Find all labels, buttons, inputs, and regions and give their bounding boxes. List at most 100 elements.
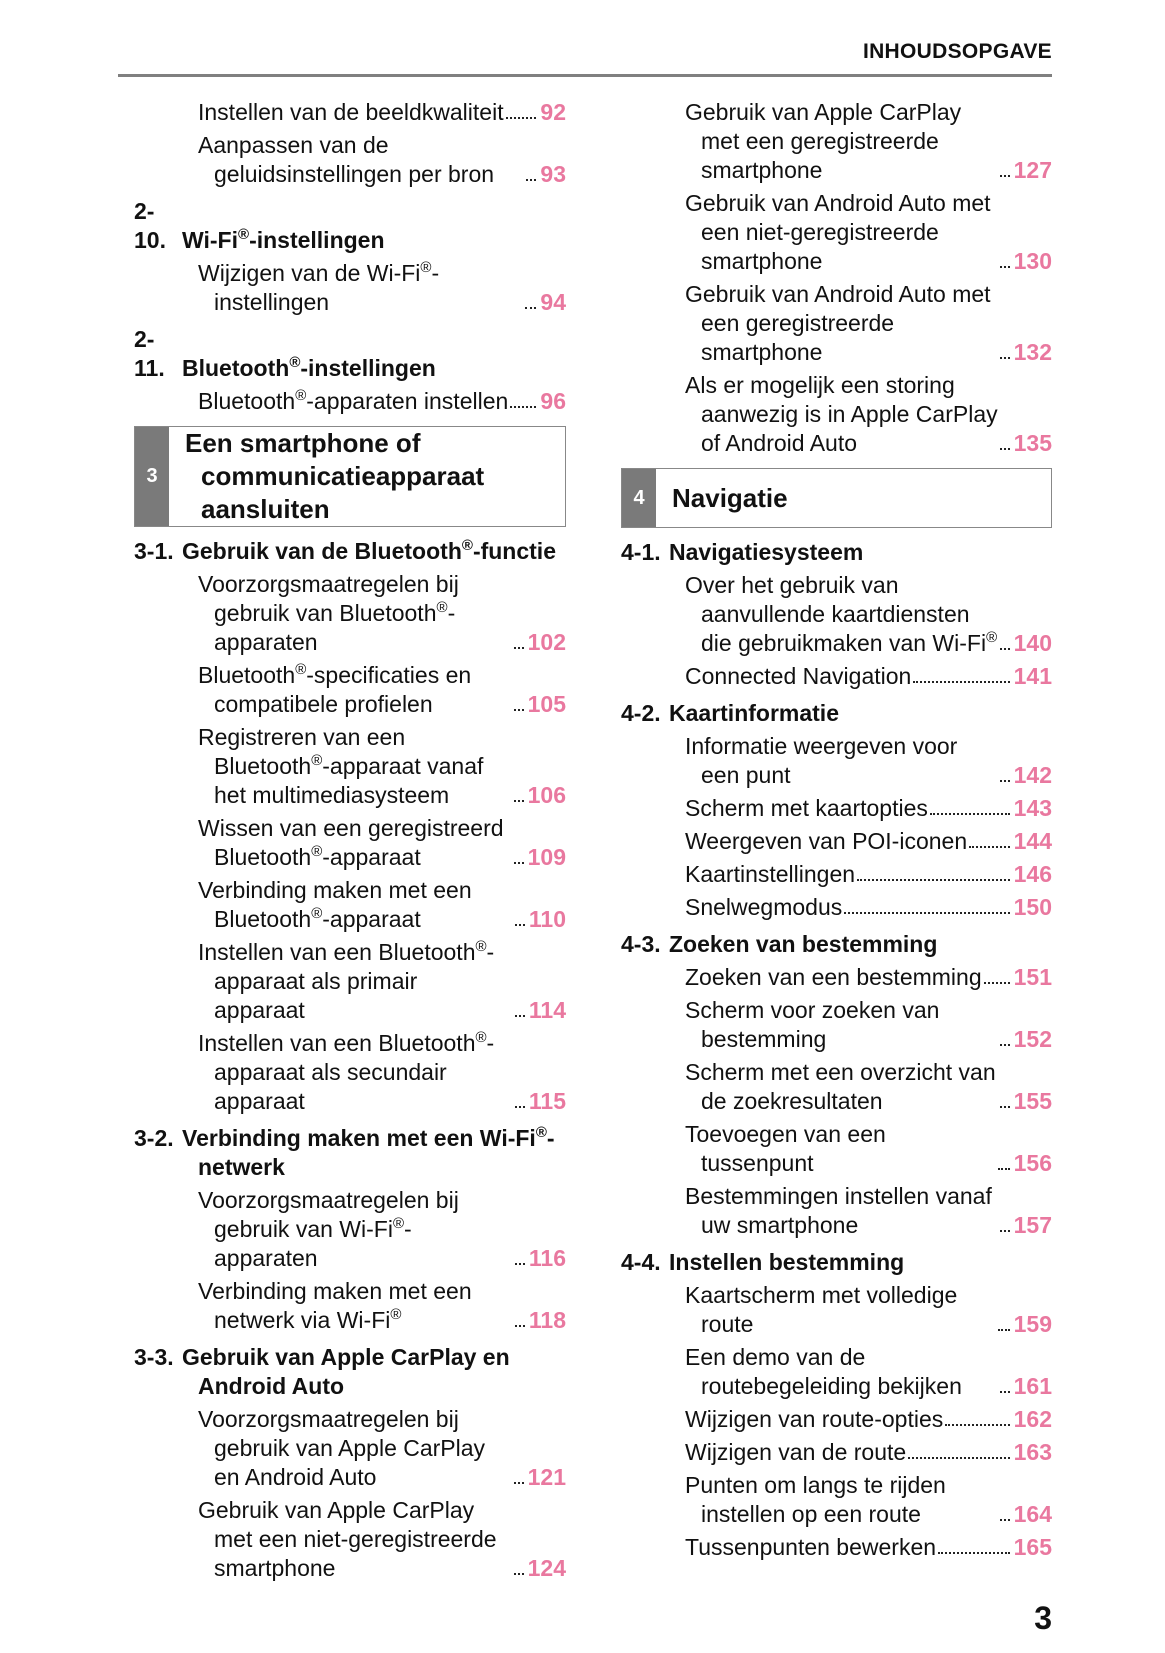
dot-leader bbox=[510, 406, 537, 408]
entry-text: Informatie weergeven voor een punt bbox=[685, 733, 958, 788]
entry-text: Kaartinstellingen bbox=[685, 861, 856, 887]
subsection-title: Verbinding maken met een Wi-Fi®-netwerk bbox=[182, 1124, 555, 1180]
dot-leader bbox=[844, 912, 1010, 914]
section-box: 3 Een smartphone of communicatieapparaat … bbox=[134, 426, 566, 527]
dot-leader bbox=[857, 879, 1010, 881]
toc-entry: Voorzorgsmaatregelen bij gebruik van Blu… bbox=[134, 570, 566, 657]
entry-page: 102 bbox=[527, 629, 566, 655]
entry-page: 155 bbox=[1013, 1088, 1052, 1114]
entry-text: Gebruik van Apple CarPlay met een geregi… bbox=[685, 99, 962, 183]
subsection-number: 2-10. bbox=[134, 198, 166, 253]
entry-page: 105 bbox=[527, 691, 566, 717]
entry-page: 121 bbox=[527, 1464, 566, 1490]
toc-entry: Instellen van de beeldkwaliteit 92 bbox=[134, 98, 566, 127]
toc-entry: Een demo van de routebegeleiding bekijke… bbox=[621, 1343, 1052, 1401]
entry-page: 164 bbox=[1013, 1501, 1052, 1527]
entry-page: 135 bbox=[1013, 430, 1052, 456]
dot-leader bbox=[945, 1424, 1010, 1426]
dot-leader bbox=[999, 175, 1010, 177]
toc-entry: Aanpassen van de geluidsinstellingen per… bbox=[134, 131, 566, 189]
entry-page: 142 bbox=[1013, 762, 1052, 788]
entry-text: Wijzigen van de Wi-Fi®-instellingen bbox=[198, 259, 440, 315]
entry-page: 127 bbox=[1013, 157, 1052, 183]
dot-leader bbox=[938, 1552, 1010, 1554]
toc-entry: Kaartinstellingen 146 bbox=[621, 860, 1052, 889]
entry-text: Gebruik van Apple CarPlay met een niet-g… bbox=[198, 1497, 497, 1581]
subsection-title: Instellen bestemming bbox=[669, 1249, 905, 1275]
entry-text: Verbinding maken met een netwerk via Wi-… bbox=[198, 1278, 472, 1333]
toc-entry: Scherm voor zoeken van bestemming 152 bbox=[621, 996, 1052, 1054]
subsection-number: 4-2. bbox=[621, 700, 661, 726]
toc-entry: Verbinding maken met een netwerk via Wi-… bbox=[134, 1277, 566, 1335]
subsection-title: Navigatiesysteem bbox=[669, 539, 864, 565]
toc-entry: Weergeven van POI-iconen 144 bbox=[621, 827, 1052, 856]
toc-entry: Instellen van een Bluetooth®-apparaat al… bbox=[134, 1029, 566, 1116]
entry-text: Voorzorgsmaatregelen bij gebruik van Wi-… bbox=[198, 1187, 459, 1271]
entry-page: 124 bbox=[527, 1555, 566, 1581]
entry-page: 118 bbox=[528, 1307, 566, 1333]
dot-leader bbox=[513, 647, 524, 649]
entry-text: Connected Navigation bbox=[685, 663, 912, 689]
dot-leader bbox=[513, 800, 524, 802]
subsection-title: Zoeken van bestemming bbox=[669, 931, 938, 957]
entry-page: 116 bbox=[528, 1245, 566, 1271]
toc-entry: Bestemmingen instellen vanaf uw smartpho… bbox=[621, 1182, 1052, 1240]
dot-leader bbox=[913, 681, 1010, 683]
subsection-heading: 4-2. Kaartinformatie bbox=[621, 699, 1052, 728]
toc-entry: Scherm met een overzicht van de zoekresu… bbox=[621, 1058, 1052, 1116]
page-number: 3 bbox=[1034, 1600, 1052, 1636]
toc-entry: Scherm met kaartopties 143 bbox=[621, 794, 1052, 823]
entry-text: Scherm voor zoeken van bestemming bbox=[685, 997, 940, 1052]
entry-page: 143 bbox=[1013, 795, 1052, 821]
toc-entry: Als er mogelijk een storing aanwezig is … bbox=[621, 371, 1052, 458]
entry-text: Een demo van de routebegeleiding bekijke… bbox=[685, 1344, 962, 1399]
section-box: 4 Navigatie bbox=[621, 468, 1052, 528]
subsection-title: Gebruik van de Bluetooth®-functie bbox=[182, 537, 556, 564]
entry-text: Instellen van de beeldkwaliteit bbox=[198, 99, 504, 125]
entry-page: 146 bbox=[1013, 861, 1052, 887]
subsection-number: 4-3. bbox=[621, 931, 661, 957]
entry-text: Registreren van een Bluetooth®-apparaat … bbox=[198, 724, 484, 808]
entry-text: Bluetooth®-apparaten instellen bbox=[198, 387, 509, 414]
entry-page: 152 bbox=[1013, 1026, 1052, 1052]
entry-text: Gebruik van Android Auto met een geregis… bbox=[685, 281, 991, 365]
dot-leader bbox=[526, 179, 537, 181]
subsection-number: 2-11. bbox=[134, 326, 165, 381]
toc-entry: Gebruik van Android Auto met een niet-ge… bbox=[621, 189, 1052, 276]
entry-page: 110 bbox=[528, 906, 566, 932]
entry-page: 132 bbox=[1013, 339, 1052, 365]
toc-entry: Over het gebruik van aanvullende kaartdi… bbox=[621, 571, 1052, 658]
entry-text: Wissen van een geregistreerd Bluetooth®-… bbox=[198, 815, 504, 870]
subsection-heading: 4-3. Zoeken van bestemming bbox=[621, 930, 1052, 959]
dot-leader bbox=[997, 1168, 1010, 1170]
subsection-number: 3-3. bbox=[134, 1344, 174, 1370]
subsection-number: 3-2. bbox=[134, 1125, 174, 1151]
toc-entry: Gebruik van Android Auto met een geregis… bbox=[621, 280, 1052, 367]
entry-page: 114 bbox=[528, 997, 566, 1023]
toc-entry: Gebruik van Apple CarPlay met een geregi… bbox=[621, 98, 1052, 185]
toc-entry: Toevoegen van een tussenpunt 156 bbox=[621, 1120, 1052, 1178]
toc-entry: Connected Navigation 141 bbox=[621, 662, 1052, 691]
entry-page: 130 bbox=[1013, 248, 1052, 274]
entry-page: 109 bbox=[527, 844, 566, 870]
entry-text: Over het gebruik van aanvullende kaartdi… bbox=[685, 572, 998, 656]
dot-leader bbox=[514, 1015, 525, 1017]
entry-text: Wijzigen van de route bbox=[685, 1439, 907, 1465]
header-rule bbox=[118, 74, 1052, 77]
dot-leader bbox=[514, 924, 525, 926]
dot-leader bbox=[999, 1391, 1010, 1393]
subsection-heading: 4-4. Instellen bestemming bbox=[621, 1248, 1052, 1277]
dot-leader bbox=[999, 357, 1010, 359]
toc-entry: Wijzigen van de Wi-Fi®-instellingen 94 bbox=[134, 259, 566, 317]
toc-entry: Wissen van een geregistreerd Bluetooth®-… bbox=[134, 814, 566, 872]
subsection-number: 4-1. bbox=[621, 539, 661, 565]
dot-leader bbox=[998, 1329, 1010, 1331]
dot-leader bbox=[513, 1573, 524, 1575]
toc-entry: Tussenpunten bewerken 165 bbox=[621, 1533, 1052, 1562]
entry-text: Kaartscherm met volledige route bbox=[685, 1282, 958, 1337]
subsection-title: Wi-Fi®-instellingen bbox=[182, 226, 385, 253]
entry-text: Zoeken van een bestemming bbox=[685, 964, 982, 990]
toc-entry: Informatie weergeven voor een punt 142 bbox=[621, 732, 1052, 790]
dot-leader bbox=[969, 846, 1010, 848]
